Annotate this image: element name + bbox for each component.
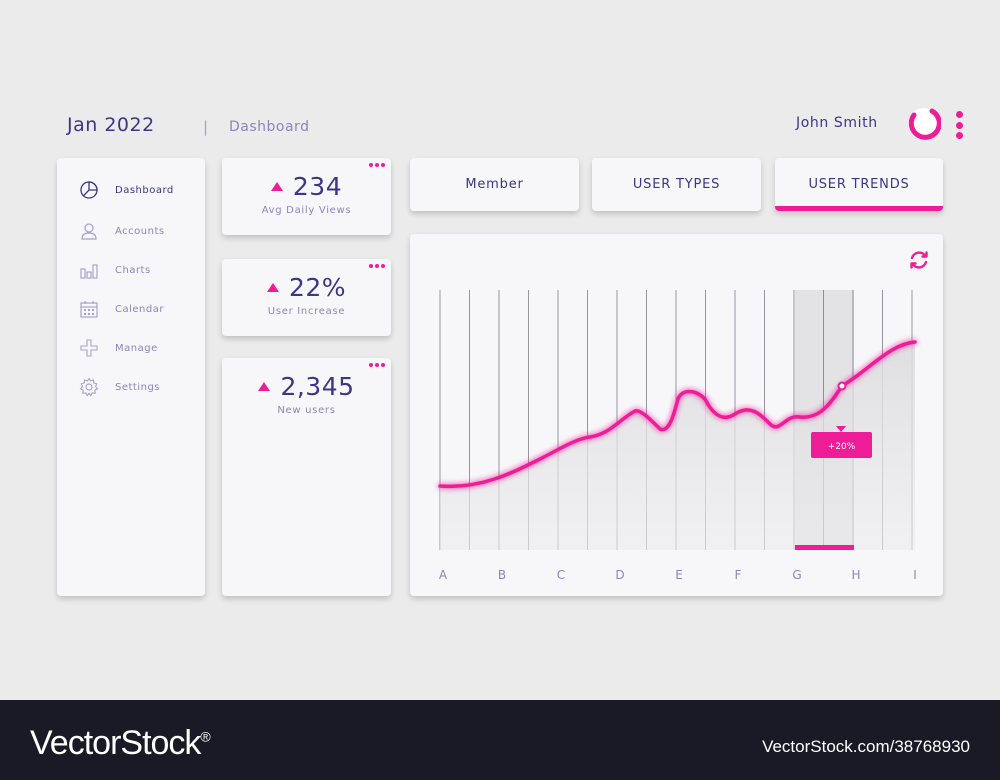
x-tick-label: B (498, 568, 506, 582)
sidebar-item-dashboard[interactable]: Dashboard (79, 179, 174, 201)
highlight-marker (795, 545, 854, 550)
plus-icon (80, 339, 98, 357)
trend-area (440, 342, 915, 550)
stat-label: User Increase (267, 306, 346, 317)
header-separator: | (203, 118, 209, 136)
stat-label: Avg Daily Views (261, 205, 352, 216)
footer-banner: VectorStock® VectorStock.com/38768930 (0, 700, 1000, 780)
tab-user-trends[interactable]: USER TRENDS (775, 158, 943, 211)
user-name[interactable]: John Smith (796, 115, 878, 131)
stat-card-user-increase: 22% User Increase (222, 259, 391, 336)
x-tick-label: F (735, 568, 742, 582)
x-tick-label: E (675, 568, 683, 582)
trend-up-icon (266, 282, 279, 292)
x-tick-label: H (851, 568, 860, 582)
trend-line (438, 340, 917, 489)
trend-chart: +20% A B C D E F G H I (410, 234, 943, 596)
calendar-icon (80, 301, 98, 318)
avatar[interactable] (907, 107, 941, 141)
sidebar-item-settings[interactable]: Settings (79, 376, 160, 398)
gear-icon (79, 377, 99, 397)
trend-tooltip: +20% (811, 426, 872, 458)
x-tick-label: A (439, 568, 448, 582)
stat-label: New users (277, 405, 336, 416)
tab-user-types[interactable]: USER TYPES (592, 158, 761, 211)
tab-member[interactable]: Member (410, 158, 579, 211)
sidebar-item-label: Settings (115, 381, 161, 393)
footer-image-id: VectorStock.com/38768930 (762, 737, 970, 756)
stat-card-daily-views: 234 Avg Daily Views (222, 158, 391, 235)
sidebar-item-label: Calendar (115, 303, 164, 315)
card-options-button[interactable] (369, 363, 385, 367)
sidebar: Dashboard Accounts Charts Calendar Manag… (57, 158, 205, 596)
card-options-button[interactable] (369, 163, 385, 167)
sidebar-item-label: Accounts (115, 225, 165, 237)
x-tick-label: C (557, 568, 565, 582)
stat-value: 234 (292, 172, 343, 201)
stat-value: 2,345 (280, 372, 355, 401)
x-tick-label: G (792, 568, 801, 582)
tooltip-text: +20% (828, 442, 856, 452)
sidebar-item-accounts[interactable]: Accounts (79, 220, 165, 242)
trend-up-icon (258, 381, 271, 391)
stat-value: 22% (288, 273, 347, 302)
x-tick-label: I (913, 568, 917, 582)
footer-logo: VectorStock® (30, 724, 211, 762)
refresh-icon[interactable] (907, 248, 931, 272)
header-date: Jan 2022 (67, 114, 155, 136)
bar-chart-icon (80, 264, 98, 279)
sidebar-item-charts[interactable]: Charts (79, 259, 151, 281)
trend-chart-svg: +20% A B C D E F G H I (438, 290, 917, 582)
trend-up-icon (270, 181, 283, 191)
sidebar-item-manage[interactable]: Manage (79, 337, 158, 359)
sidebar-item-calendar[interactable]: Calendar (79, 298, 164, 320)
sidebar-item-label: Charts (115, 264, 151, 276)
page-title: Dashboard (229, 119, 310, 135)
more-menu-button[interactable] (953, 111, 965, 139)
sidebar-item-label: Manage (115, 342, 158, 354)
card-options-button[interactable] (369, 264, 385, 268)
user-icon (81, 223, 97, 240)
sidebar-item-label: Dashboard (115, 184, 174, 196)
data-point[interactable] (837, 381, 847, 391)
pie-chart-icon (80, 181, 98, 199)
x-axis-labels: A B C D E F G H I (439, 568, 917, 582)
stat-card-new-users: 2,345 New users (222, 358, 391, 596)
x-tick-label: D (615, 568, 624, 582)
